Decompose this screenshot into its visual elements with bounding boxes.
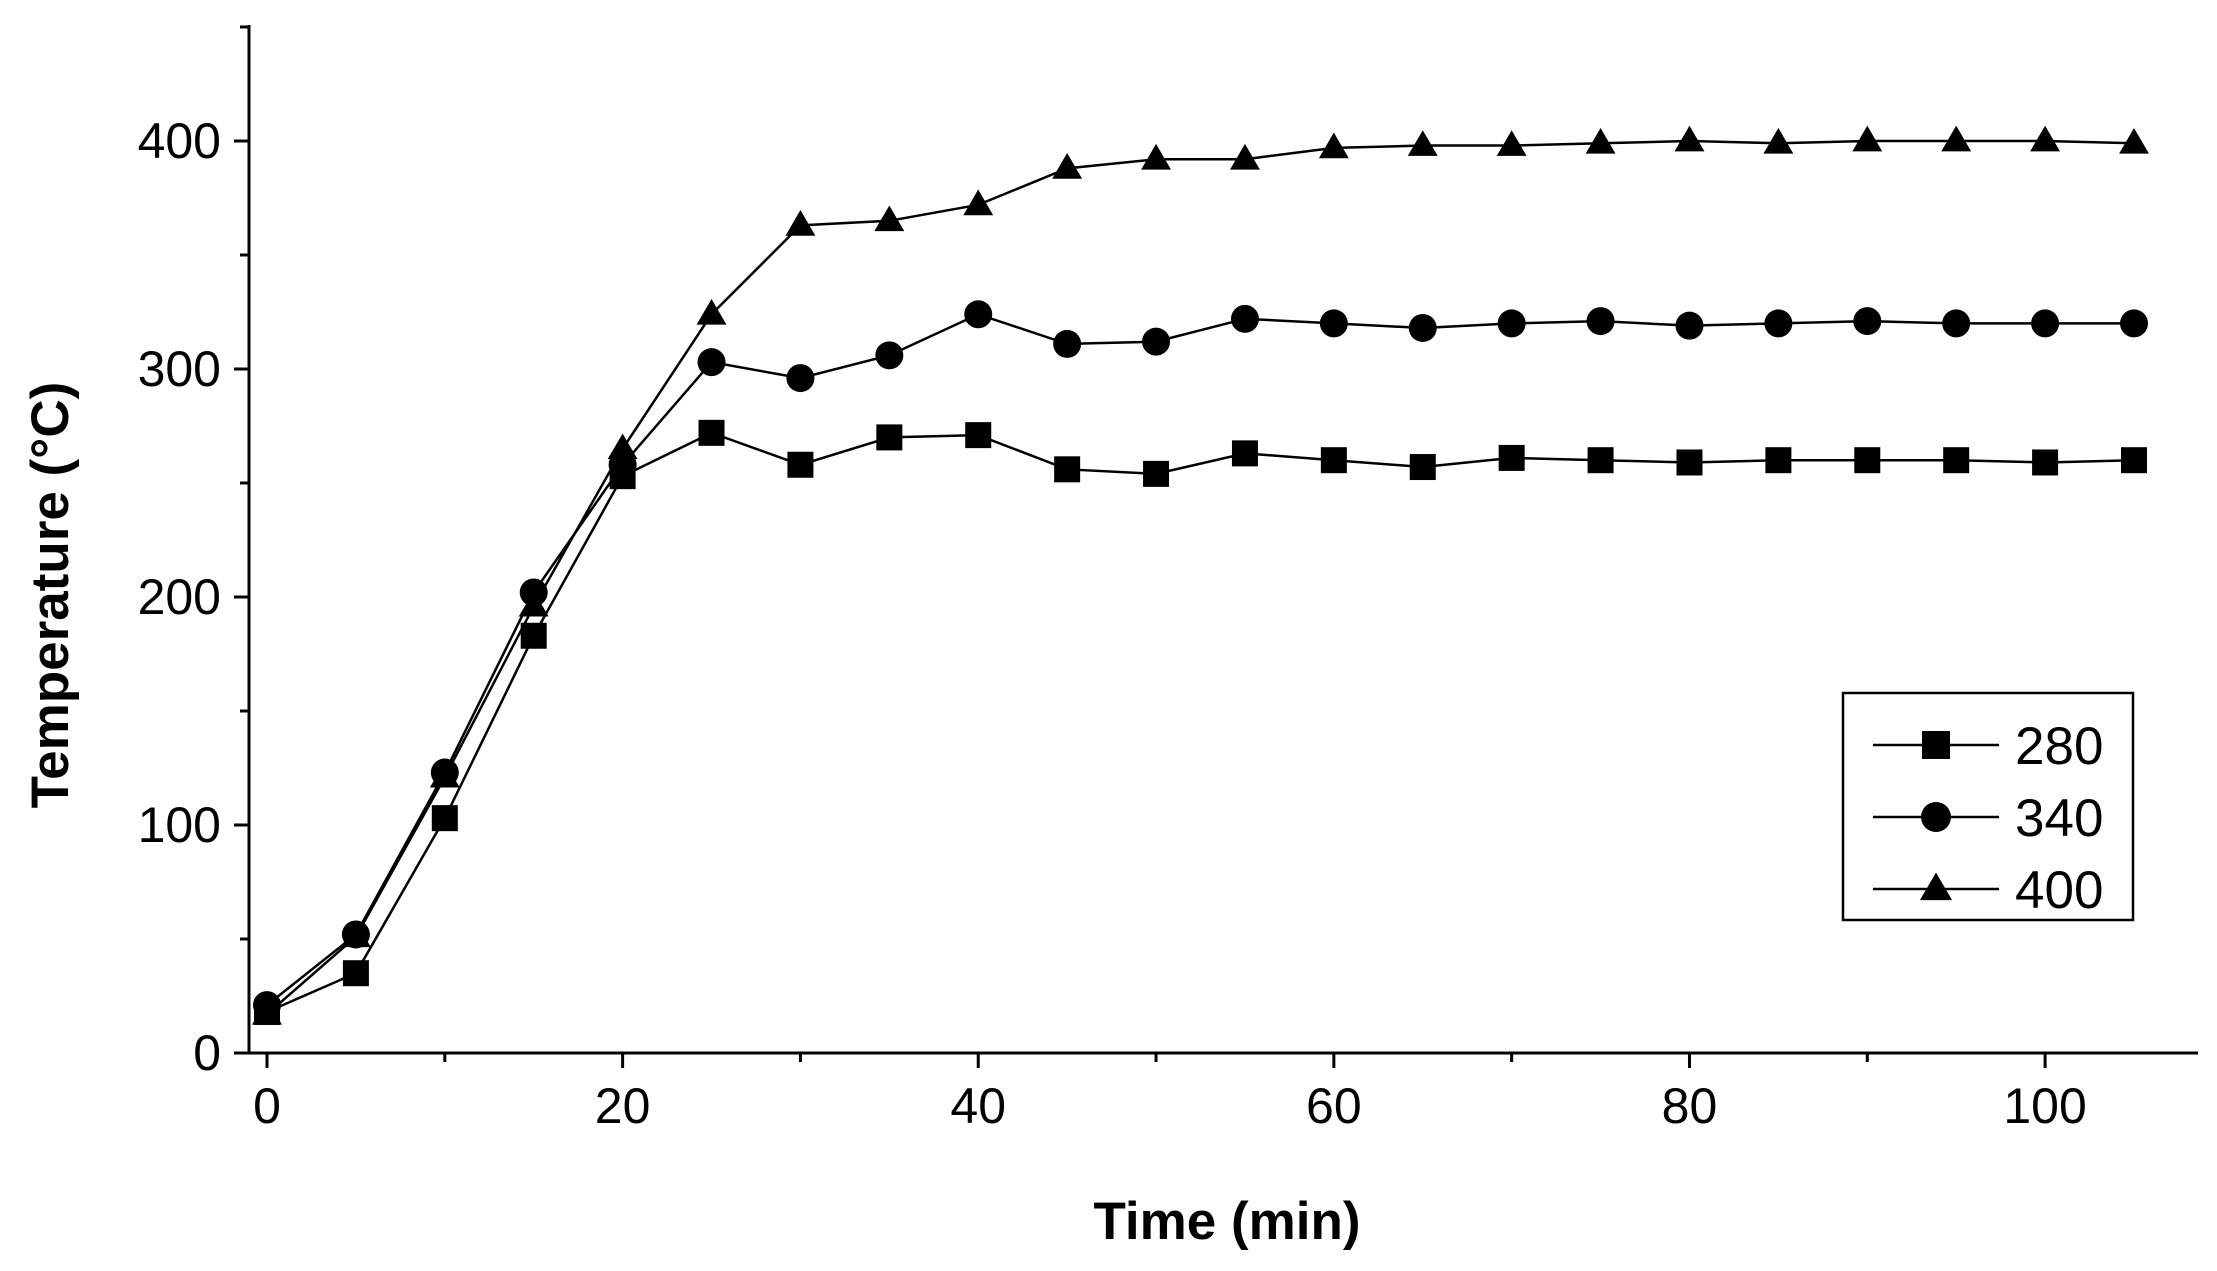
x-axis-title: Time (min)	[1094, 1192, 1361, 1251]
series-400	[252, 125, 2149, 1025]
data-point-340	[1853, 307, 1882, 336]
legend-box	[1841, 691, 2135, 922]
data-point-400	[2030, 125, 2061, 152]
y-tick-label: 100	[138, 797, 221, 853]
data-point-340	[1408, 313, 1437, 342]
data-point-400	[785, 210, 816, 236]
data-point-400	[340, 921, 371, 948]
data-point-280	[787, 451, 814, 478]
data-point-280	[2121, 447, 2147, 474]
x-tick-label: 0	[253, 1078, 281, 1134]
legend-label-280: 280	[2015, 717, 2103, 776]
series-line-400	[266, 139, 2135, 1016]
series-280	[254, 419, 2147, 1025]
data-point-280	[1231, 440, 1258, 467]
data-point-280	[698, 419, 725, 446]
axes: 0 20 40 60 80 100 0 100 200 300 400	[138, 25, 2198, 1134]
y-tick-label: 400	[138, 113, 221, 169]
data-point-280	[1320, 447, 1347, 474]
data-point-340	[1053, 329, 1082, 358]
data-point-400	[1941, 125, 1972, 152]
data-point-280	[2032, 449, 2059, 476]
data-point-340	[964, 300, 993, 329]
y-axis-title: Temperature (°C)	[21, 382, 80, 809]
data-point-340	[2031, 309, 2060, 338]
data-point-400	[1052, 153, 1083, 179]
data-point-280	[1143, 460, 1170, 487]
data-point-340	[1497, 309, 1526, 338]
x-tick-label: 40	[950, 1078, 1006, 1134]
data-point-400	[1674, 125, 1705, 152]
data-point-280	[1498, 444, 1525, 471]
data-point-400	[1141, 143, 1171, 170]
data-point-340	[2120, 309, 2148, 338]
data-point-280	[1409, 454, 1436, 481]
y-tick-label: 200	[138, 569, 221, 625]
data-point-280	[1676, 449, 1703, 476]
data-point-280	[431, 805, 458, 832]
y-tick-label: 0	[193, 1025, 221, 1081]
data-point-340	[1942, 309, 1971, 338]
legend: 280 340 400	[1841, 691, 2135, 922]
data-point-400	[1407, 130, 1438, 156]
data-point-400	[874, 205, 905, 232]
data-point-400	[1852, 125, 1883, 152]
legend-label-400: 400	[2015, 861, 2103, 920]
data-point-340	[1764, 309, 1793, 338]
data-point-340	[1586, 307, 1615, 336]
data-point-280	[342, 960, 369, 987]
data-point-280	[1765, 447, 1792, 474]
legend-marker-400	[1919, 872, 1953, 901]
data-point-280	[965, 422, 992, 449]
data-point-400	[1585, 127, 1616, 154]
x-tick-label: 100	[2003, 1078, 2086, 1134]
data-point-340	[1230, 304, 1259, 333]
y-tick-label: 300	[138, 341, 221, 397]
data-point-400	[518, 590, 549, 617]
series-layer	[252, 125, 2149, 1025]
data-point-400	[1496, 130, 1527, 156]
data-point-400	[1763, 127, 1794, 154]
x-tick-label: 60	[1306, 1078, 1362, 1134]
data-point-400	[607, 433, 638, 460]
x-tick-label: 80	[1662, 1078, 1718, 1134]
data-point-280	[520, 622, 547, 649]
data-point-340	[1142, 327, 1171, 356]
series-line-280	[266, 431, 2135, 1014]
legend-marker-280	[1922, 731, 1950, 759]
data-point-280	[1587, 447, 1614, 474]
data-point-280	[1943, 447, 1970, 474]
data-point-400	[1318, 132, 1349, 159]
data-point-400	[963, 189, 994, 216]
legend-marker-340	[1921, 802, 1951, 832]
data-point-400	[696, 298, 727, 325]
legend-label-340: 340	[2015, 789, 2103, 848]
data-point-340	[1675, 311, 1704, 340]
data-point-400	[252, 998, 282, 1025]
data-point-280	[876, 424, 903, 451]
data-point-340	[697, 348, 726, 377]
data-point-340	[1319, 309, 1348, 338]
data-point-400	[1230, 143, 1260, 170]
data-point-340	[786, 364, 815, 393]
data-point-400	[2119, 127, 2149, 154]
data-point-400	[429, 761, 460, 788]
data-point-280	[1854, 447, 1881, 474]
x-tick-label: 20	[595, 1078, 651, 1134]
data-point-340	[875, 341, 904, 370]
data-point-280	[1054, 456, 1081, 483]
